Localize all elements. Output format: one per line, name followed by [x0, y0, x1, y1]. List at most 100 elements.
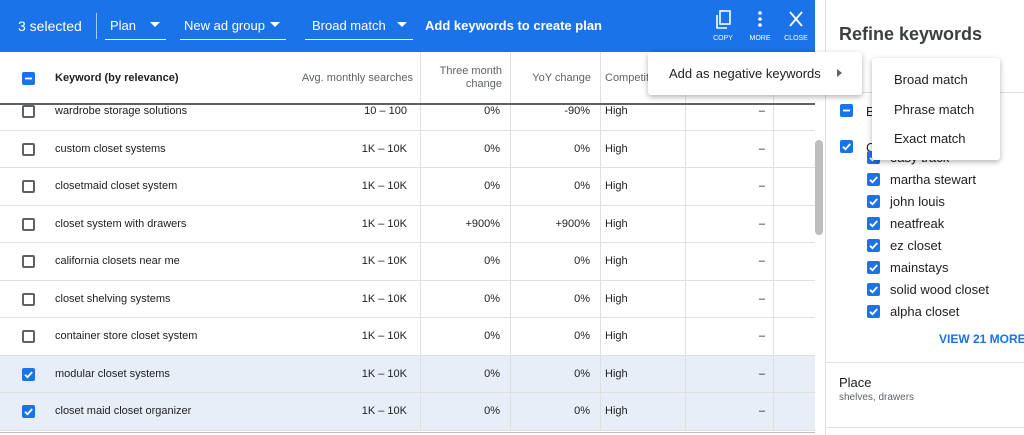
bid: –	[758, 292, 765, 305]
column-divider	[510, 355, 511, 393]
column-divider	[510, 168, 511, 206]
column-divider	[510, 243, 511, 281]
column-divider	[420, 205, 421, 243]
bid: –	[758, 180, 765, 192]
column-divider	[420, 280, 421, 318]
keyword: california closets near me	[55, 255, 180, 267]
column-divider	[420, 52, 421, 103]
table-row: closet system with drawers 1K – 10K +900% +…	[0, 205, 815, 243]
table-rows: wardrobe storage solutions 10 – 100 0% -90%…	[0, 105, 815, 435]
keyword: closetmaid closet system	[55, 180, 178, 192]
table-row: closetmaid closet system 1K – 10K 0% 0% High…	[0, 168, 815, 206]
avg-searches: 1K – 10K	[361, 255, 407, 267]
avg-searches: 1K – 10K	[361, 217, 407, 230]
filter-option: john louis	[890, 194, 945, 209]
competition: High	[605, 292, 628, 305]
checkbox[interactable]	[867, 173, 880, 186]
competition: High	[605, 142, 628, 155]
checkbox[interactable]	[22, 180, 35, 193]
checkbox[interactable]	[22, 367, 35, 381]
column-divider	[773, 243, 774, 281]
submenu-item[interactable]: Broad match	[872, 66, 1000, 94]
submenu-item[interactable]: Phrase match	[872, 96, 1000, 124]
dropdown-label: New ad group	[184, 18, 265, 33]
column-divider	[685, 105, 686, 131]
header-yoy: YoY change	[532, 72, 591, 84]
table-row: closet maid closet organizer 1K – 10K 0% 0%…	[0, 393, 815, 431]
checkbox[interactable]	[867, 305, 880, 318]
avg-searches: 1K – 10K	[361, 292, 407, 305]
icon-button[interactable]: CLOSE	[782, 10, 810, 46]
dropdown[interactable]: Plan	[105, 12, 166, 40]
column-divider	[600, 130, 601, 168]
table-row: container store closet system 1K – 10K 0% 0…	[0, 318, 815, 356]
keyword: container store closet system	[55, 330, 198, 342]
column-divider	[773, 355, 774, 393]
three-month-change: 0%	[484, 142, 500, 155]
selection-count: 3 selected	[18, 18, 82, 34]
keyword: wardrobe storage solutions	[55, 105, 188, 117]
keyword: custom closet systems	[55, 142, 166, 155]
checkbox[interactable]	[22, 292, 35, 306]
submenu: Broad match Phrase match Exact match	[872, 58, 1000, 160]
dropdown-arrow	[270, 22, 280, 27]
column-divider	[510, 205, 511, 243]
avg-searches: 1K – 10K	[361, 180, 407, 192]
keyword: modular closet systems	[55, 367, 170, 380]
bid: –	[758, 255, 765, 267]
place-title[interactable]: Place	[839, 375, 872, 390]
checkbox[interactable]	[867, 239, 880, 252]
checkbox[interactable]	[867, 217, 880, 230]
column-divider	[773, 105, 774, 131]
column-divider	[510, 52, 511, 103]
bid: –	[758, 217, 765, 230]
checkbox[interactable]	[867, 261, 880, 274]
dropdown-label: Plan	[110, 18, 137, 33]
checkbox[interactable]	[22, 105, 35, 118]
checkbox[interactable]	[840, 140, 853, 153]
submenu-item[interactable]: Exact match	[872, 125, 1000, 153]
icon-button[interactable]: COPY	[709, 10, 737, 46]
avg-searches: 1K – 10K	[361, 142, 407, 155]
checkbox[interactable]	[22, 405, 35, 418]
add-keywords-action[interactable]: Add keywords to create plan	[425, 18, 602, 33]
checkbox[interactable]	[22, 255, 35, 268]
dropdown[interactable]: Broad match	[305, 12, 413, 40]
column-divider	[600, 105, 601, 131]
checkbox[interactable]	[22, 72, 35, 85]
menu-item[interactable]: Add as negative keywords	[648, 52, 862, 95]
competition: High	[605, 105, 628, 117]
menu-item-label: Add as negative keywords	[669, 66, 821, 81]
icon	[715, 10, 731, 35]
scrollbar	[815, 140, 823, 235]
column-divider	[510, 105, 511, 131]
checkbox[interactable]	[22, 217, 35, 231]
group-label: C	[866, 140, 876, 155]
column-divider	[773, 318, 774, 356]
column-divider	[773, 168, 774, 206]
checkbox[interactable]	[867, 195, 880, 208]
dropdown-arrow	[397, 22, 407, 27]
icon-button[interactable]: MORE	[746, 10, 774, 46]
column-divider	[420, 130, 421, 168]
column-divider	[600, 355, 601, 393]
bid: –	[758, 367, 765, 380]
icon-label: COPY	[713, 35, 733, 42]
divider	[96, 13, 97, 39]
bid: –	[758, 142, 765, 155]
checkbox[interactable]	[840, 104, 853, 117]
checkbox[interactable]	[867, 283, 880, 296]
three-month-change: 0%	[484, 180, 500, 192]
submenu-label: Broad match	[894, 72, 968, 87]
checkbox[interactable]	[22, 142, 35, 156]
filter-option: ez closet	[890, 238, 942, 253]
column-divider	[600, 318, 601, 356]
dropdown[interactable]: New ad group	[180, 12, 286, 40]
column-divider	[510, 318, 511, 356]
view-more[interactable]: VIEW 21 MORE	[939, 332, 1024, 346]
checkbox[interactable]	[22, 330, 35, 343]
header-three-month: Three month change	[439, 65, 502, 90]
column-divider	[600, 52, 601, 103]
